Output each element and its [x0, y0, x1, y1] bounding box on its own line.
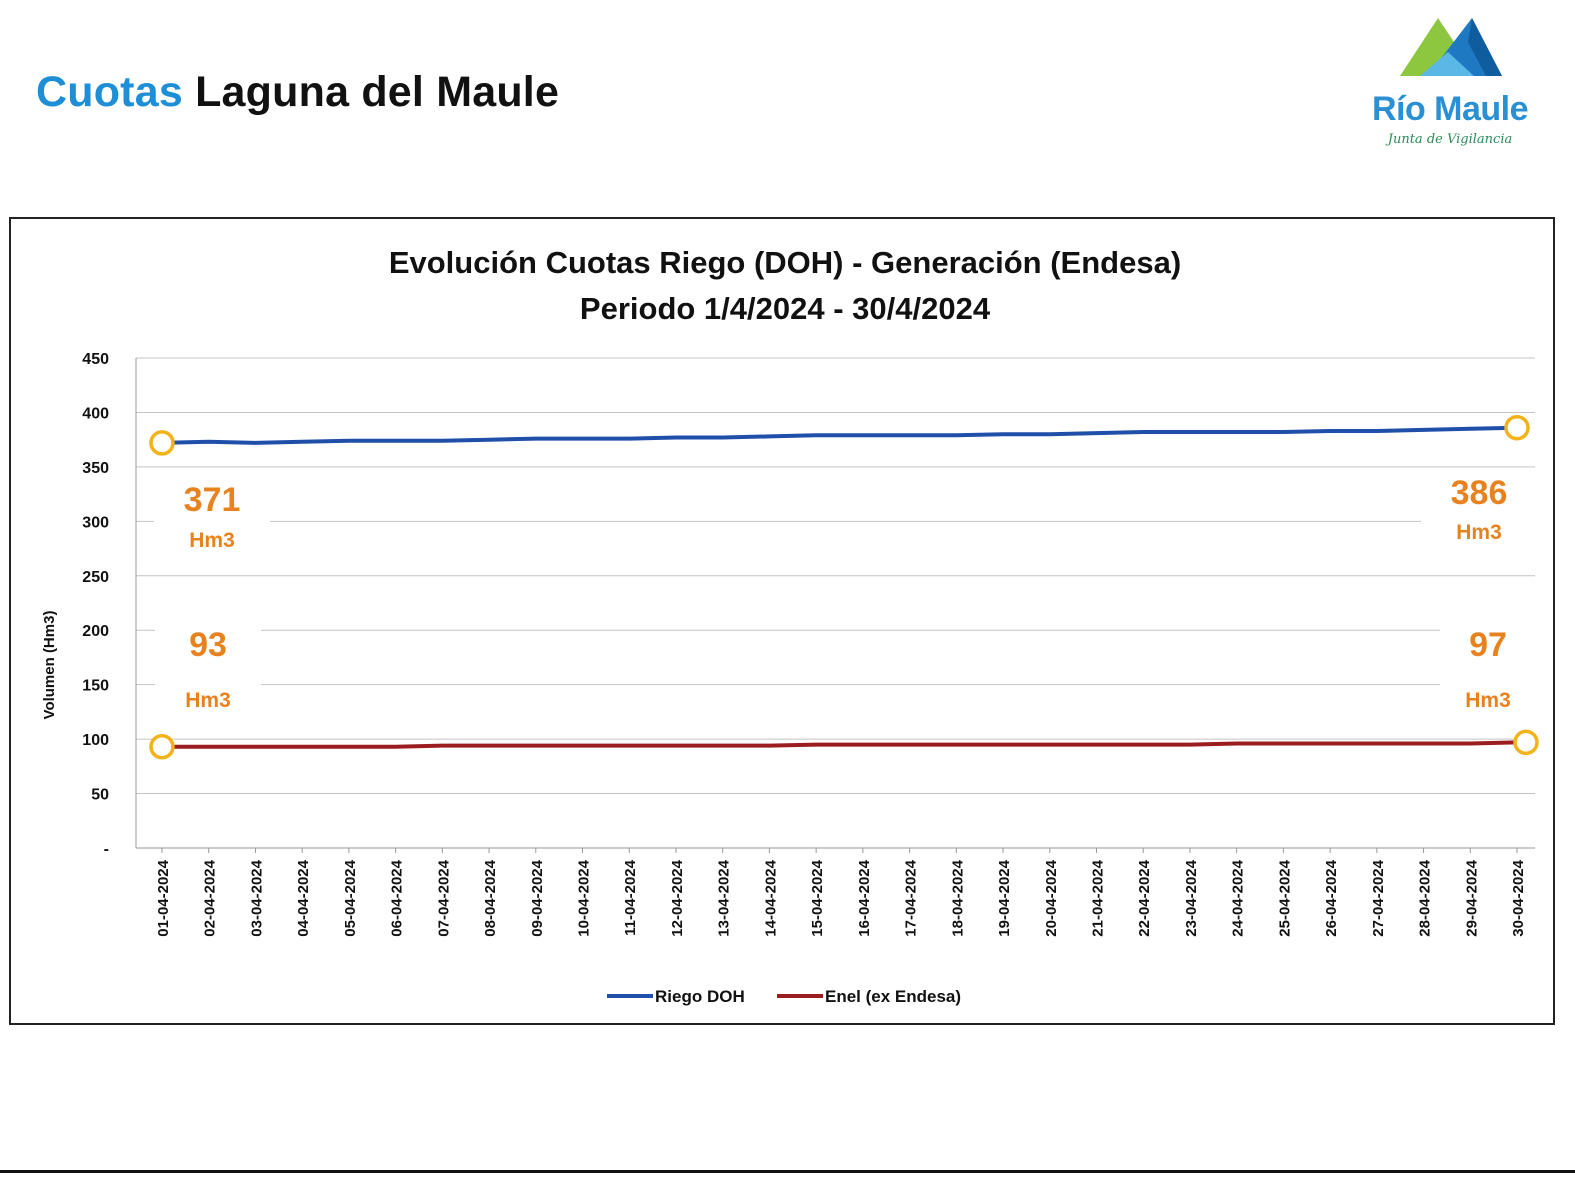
y-tick-label: 50: [91, 787, 109, 804]
y-tick-label: 300: [82, 514, 109, 531]
x-tick-label: 17-04-2024: [903, 859, 920, 936]
x-tick-label: 11-04-2024: [622, 859, 639, 936]
y-tick-label: -: [104, 841, 109, 858]
x-tick-label: 16-04-2024: [856, 859, 873, 936]
endpoint-marker: [1513, 729, 1539, 756]
y-tick-label: 450: [82, 351, 109, 368]
chart-subtitle: Periodo 1/4/2024 - 30/4/2024: [580, 291, 991, 326]
rio-maule-logo: Río Maule Junta de Vigilancia: [1350, 12, 1550, 162]
page-title-highlight: Cuotas: [36, 68, 183, 116]
grid: [135, 357, 1535, 849]
annotation-bg: [1440, 626, 1536, 717]
x-tick-label: 12-04-2024: [669, 859, 686, 936]
page-title-main: Laguna del Maule: [195, 68, 560, 116]
x-tick-label: 02-04-2024: [202, 859, 219, 936]
annotation-unit: Hm3: [1456, 521, 1502, 544]
chart-frame: Evolución Cuotas Riego (DOH) - Generació…: [9, 217, 1555, 1025]
x-tick-label: 20-04-2024: [1043, 859, 1060, 936]
mountains-logo-icon: [1400, 18, 1502, 76]
x-tick-label: 19-04-2024: [996, 859, 1013, 936]
y-tick-label: 150: [82, 678, 109, 695]
x-tick-label: 07-04-2024: [435, 859, 452, 936]
annotation-bg: [154, 481, 270, 557]
chart-title: Evolución Cuotas Riego (DOH) - Generació…: [389, 245, 1181, 280]
annotation-unit: Hm3: [1465, 689, 1511, 712]
x-tick-label: 14-04-2024: [762, 859, 779, 936]
x-tick-label: 13-04-2024: [716, 859, 733, 936]
y-axis-ticks: - 50 100 150 200 250 300 350 400 450: [82, 351, 109, 858]
x-tick-label: 05-04-2024: [342, 859, 359, 936]
x-axis-ticks: 01-04-2024 02-04-2024 03-04-2024 04-04-2024…: [155, 848, 1527, 937]
y-tick-label: 100: [82, 732, 109, 749]
annotation-bg: [155, 626, 261, 717]
endpoint-marker: [149, 733, 175, 760]
y-tick-label: 350: [82, 460, 109, 477]
bottom-divider: [0, 1170, 1575, 1173]
x-tick-label: 27-04-2024: [1370, 859, 1387, 936]
page-title: Cuotas Laguna del Maule: [36, 68, 559, 117]
annotation-value: 97: [1469, 626, 1507, 664]
annotation-value: 386: [1451, 474, 1508, 512]
x-tick-label: 30-04-2024: [1510, 859, 1527, 936]
annotation-value: 371: [184, 481, 241, 519]
x-tick-label: 22-04-2024: [1136, 859, 1153, 936]
y-axis-label: Volumen (Hm3): [41, 611, 58, 720]
x-tick-label: 24-04-2024: [1230, 859, 1247, 936]
x-tick-label: 03-04-2024: [248, 859, 265, 936]
y-tick-label: 200: [82, 623, 109, 640]
y-tick-label: 250: [82, 569, 109, 586]
annotation-bg: [1421, 474, 1537, 549]
y-tick-label: 400: [82, 405, 109, 422]
annotations: 371 Hm3 386 Hm3 93 Hm3 97 Hm3: [149, 414, 1539, 760]
x-tick-label: 04-04-2024: [295, 859, 312, 936]
x-tick-label: 29-04-2024: [1463, 859, 1480, 936]
x-tick-label: 23-04-2024: [1183, 859, 1200, 936]
annotation-value: 93: [189, 626, 227, 664]
legend-label: Enel (ex Endesa): [825, 987, 961, 1006]
x-tick-label: 26-04-2024: [1323, 859, 1340, 936]
endpoint-marker: [149, 430, 175, 456]
x-tick-label: 06-04-2024: [389, 859, 406, 936]
series-line: [161, 425, 1518, 445]
x-tick-label: 21-04-2024: [1089, 859, 1106, 936]
x-tick-label: 09-04-2024: [529, 859, 546, 936]
annotation-unit: Hm3: [189, 529, 235, 552]
logo-name: Río Maule: [1371, 90, 1529, 128]
chart: Evolución Cuotas Riego (DOH) - Generació…: [41, 245, 1539, 1006]
x-tick-label: 01-04-2024: [155, 859, 172, 936]
legend: Riego DOH Enel (ex Endesa): [607, 987, 961, 1006]
x-tick-label: 28-04-2024: [1417, 859, 1434, 936]
x-tick-label: 18-04-2024: [949, 859, 966, 936]
logo-subtitle: Junta de Vigilancia: [1387, 132, 1513, 147]
series-lines: [161, 425, 1518, 749]
legend-label: Riego DOH: [655, 987, 745, 1006]
x-tick-label: 08-04-2024: [482, 859, 499, 936]
endpoint-marker: [1504, 414, 1530, 441]
x-tick-label: 10-04-2024: [576, 859, 593, 936]
annotation-unit: Hm3: [185, 689, 231, 712]
x-tick-label: 15-04-2024: [809, 859, 826, 936]
x-tick-label: 25-04-2024: [1276, 859, 1293, 936]
series-line: [162, 740, 1518, 749]
